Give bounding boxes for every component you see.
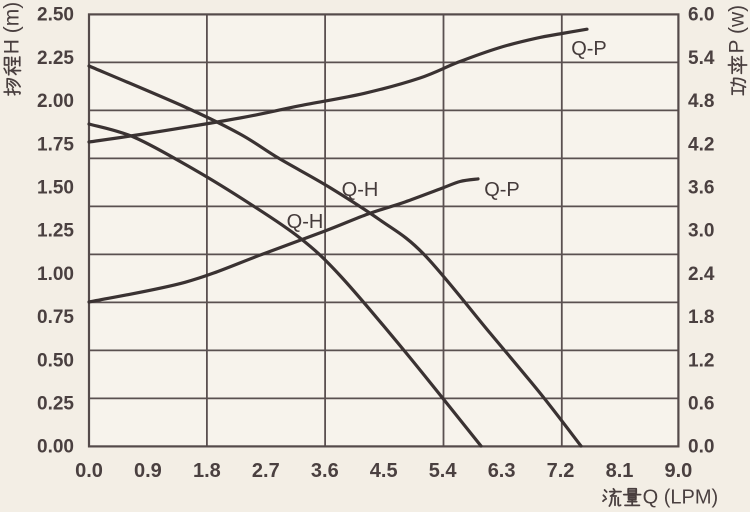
svg-text:1.00: 1.00 bbox=[37, 264, 74, 285]
svg-text:1.25: 1.25 bbox=[37, 221, 74, 242]
svg-text:0.0: 0.0 bbox=[688, 437, 714, 458]
svg-text:0.6: 0.6 bbox=[688, 393, 714, 414]
svg-text:3.6: 3.6 bbox=[311, 460, 339, 482]
svg-text:0.9: 0.9 bbox=[134, 460, 162, 482]
svg-text:0.25: 0.25 bbox=[37, 393, 74, 414]
svg-text:6.3: 6.3 bbox=[488, 460, 516, 482]
svg-text:1.8: 1.8 bbox=[193, 460, 221, 482]
svg-text:Q-H: Q-H bbox=[287, 211, 324, 233]
svg-text:Q-H: Q-H bbox=[342, 179, 379, 201]
svg-text:2.4: 2.4 bbox=[688, 264, 715, 285]
svg-text:2.25: 2.25 bbox=[37, 48, 74, 69]
svg-text:6.0: 6.0 bbox=[688, 5, 714, 26]
svg-text:2.00: 2.00 bbox=[37, 91, 74, 112]
svg-text:Q (LPM): Q (LPM) bbox=[643, 487, 719, 509]
svg-text:9.0: 9.0 bbox=[664, 460, 692, 482]
svg-text:1.75: 1.75 bbox=[37, 134, 74, 155]
svg-text:1.8: 1.8 bbox=[688, 307, 714, 328]
svg-text:2.50: 2.50 bbox=[37, 5, 74, 26]
svg-text:3.0: 3.0 bbox=[688, 221, 714, 242]
svg-text:8.1: 8.1 bbox=[606, 460, 634, 482]
svg-text:Q-P: Q-P bbox=[484, 179, 520, 201]
svg-text:5.4: 5.4 bbox=[688, 48, 715, 69]
svg-text:5.4: 5.4 bbox=[429, 460, 458, 482]
svg-text:1.2: 1.2 bbox=[688, 350, 714, 371]
svg-text:Q-P: Q-P bbox=[571, 38, 607, 60]
svg-text:4.2: 4.2 bbox=[688, 134, 714, 155]
svg-text:H (m): H (m) bbox=[1, 2, 24, 54]
svg-text:0.0: 0.0 bbox=[75, 460, 103, 482]
svg-text:0.75: 0.75 bbox=[37, 307, 74, 328]
svg-text:4.8: 4.8 bbox=[688, 91, 714, 112]
svg-text:3.6: 3.6 bbox=[688, 177, 714, 198]
svg-text:4.5: 4.5 bbox=[370, 460, 398, 482]
svg-text:1.50: 1.50 bbox=[37, 177, 74, 198]
svg-text:0.50: 0.50 bbox=[37, 350, 74, 371]
svg-text:0.00: 0.00 bbox=[37, 437, 74, 458]
svg-text:7.2: 7.2 bbox=[547, 460, 575, 482]
svg-text:2.7: 2.7 bbox=[252, 460, 280, 482]
svg-text:P (w): P (w) bbox=[726, 5, 749, 54]
